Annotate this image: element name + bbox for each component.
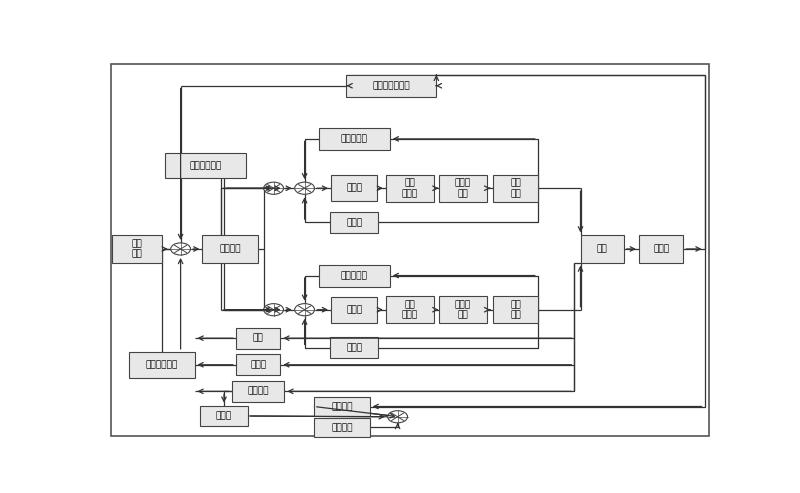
FancyBboxPatch shape: [314, 397, 370, 417]
Text: 叶轮转速: 叶轮转速: [247, 387, 269, 396]
FancyBboxPatch shape: [493, 175, 538, 202]
FancyBboxPatch shape: [438, 175, 487, 202]
FancyBboxPatch shape: [330, 212, 378, 233]
FancyBboxPatch shape: [165, 153, 246, 178]
Text: 比例阀
阀芯: 比例阀 阀芯: [454, 178, 470, 198]
Text: 比例
电磁铁: 比例 电磁铁: [402, 178, 418, 198]
FancyBboxPatch shape: [330, 337, 378, 358]
Text: 风能利用系数: 风能利用系数: [146, 360, 178, 369]
Circle shape: [170, 243, 190, 255]
FancyBboxPatch shape: [386, 296, 434, 323]
FancyBboxPatch shape: [638, 235, 683, 263]
Text: 各桨叶根数据: 各桨叶根数据: [190, 161, 222, 170]
Text: 比例阀
阀芯: 比例阀 阀芯: [454, 300, 470, 319]
FancyBboxPatch shape: [202, 235, 258, 263]
Text: 额定功率: 额定功率: [331, 423, 353, 432]
Circle shape: [388, 411, 407, 423]
FancyBboxPatch shape: [346, 75, 436, 97]
FancyBboxPatch shape: [236, 354, 281, 375]
Text: 桨距角: 桨距角: [346, 343, 362, 352]
FancyBboxPatch shape: [318, 128, 390, 150]
FancyBboxPatch shape: [314, 418, 370, 437]
FancyBboxPatch shape: [111, 64, 710, 436]
Text: 主控制器: 主控制器: [219, 245, 241, 253]
Text: 风速: 风速: [253, 334, 263, 343]
FancyBboxPatch shape: [112, 235, 162, 263]
Circle shape: [294, 304, 314, 316]
FancyBboxPatch shape: [200, 406, 248, 426]
FancyBboxPatch shape: [318, 265, 390, 286]
FancyBboxPatch shape: [493, 296, 538, 323]
Text: 放大器: 放大器: [346, 305, 362, 314]
FancyBboxPatch shape: [438, 296, 487, 323]
Text: 液压
马达: 液压 马达: [510, 300, 521, 319]
Text: 控制器: 控制器: [216, 412, 232, 421]
Circle shape: [264, 182, 283, 194]
Text: 给定
转速: 给定 转速: [132, 239, 142, 259]
Text: 液压
马达: 液压 马达: [510, 178, 521, 198]
FancyBboxPatch shape: [331, 297, 378, 322]
Text: 发电机转子转速: 发电机转子转速: [373, 81, 410, 90]
Text: 风轮: 风轮: [597, 245, 607, 253]
Text: 放大器: 放大器: [346, 184, 362, 193]
Text: 位移传感器: 位移传感器: [341, 135, 368, 143]
FancyBboxPatch shape: [232, 381, 285, 402]
Text: 桨距角: 桨距角: [346, 218, 362, 227]
Text: 位移传感器: 位移传感器: [341, 271, 368, 280]
FancyBboxPatch shape: [236, 328, 281, 349]
Circle shape: [264, 304, 283, 316]
FancyBboxPatch shape: [386, 175, 434, 202]
Text: 桨距角: 桨距角: [250, 360, 266, 369]
Circle shape: [294, 182, 314, 194]
FancyBboxPatch shape: [331, 176, 378, 201]
Text: 发电机: 发电机: [653, 245, 669, 253]
FancyBboxPatch shape: [581, 235, 624, 263]
FancyBboxPatch shape: [130, 352, 194, 378]
Text: 比例
电磁铁: 比例 电磁铁: [402, 300, 418, 319]
Text: 输出功率: 输出功率: [331, 402, 353, 411]
